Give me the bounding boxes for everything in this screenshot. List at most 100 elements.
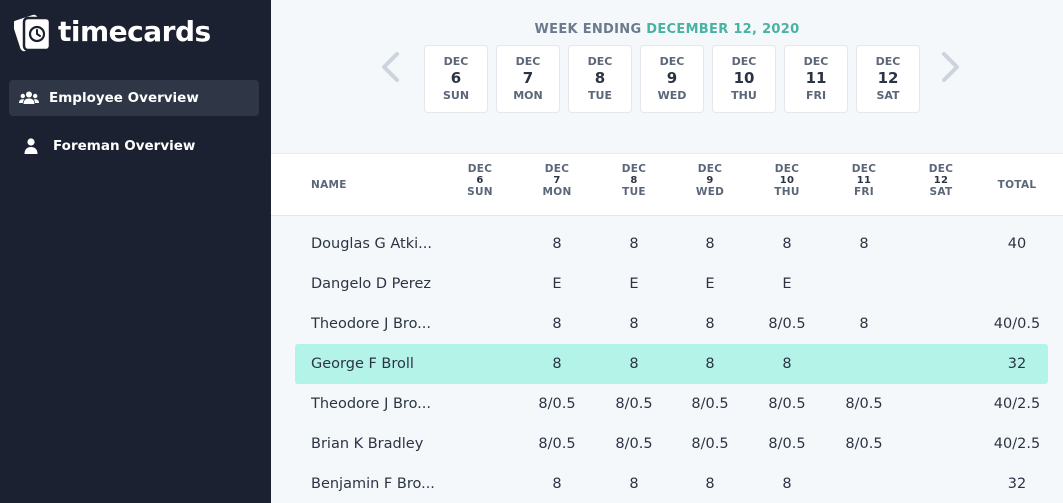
day-card-sat[interactable]: DEC 12 SAT	[856, 45, 920, 113]
day-card-date: 9	[666, 69, 678, 87]
hours-cell-mon[interactable]: 8/0.5	[538, 436, 576, 452]
hours-cell-tue[interactable]: E	[629, 276, 639, 292]
total-cell: 40	[1007, 236, 1027, 252]
hours-cell-sun[interactable]	[440, 224, 520, 264]
hours-cell-wed[interactable]: 8	[705, 316, 715, 332]
hours-cell-mon[interactable]: 8/0.5	[538, 396, 576, 412]
hours-cell-sat[interactable]	[901, 224, 981, 264]
day-card-mon[interactable]: DEC 7 MON	[496, 45, 560, 113]
hours-cell-fri[interactable]: 8	[859, 316, 869, 332]
hours-cell-wed[interactable]: 8	[705, 476, 715, 492]
day-card-date: 8	[594, 69, 606, 87]
column-header-sat: DEC 12 SAT	[911, 163, 971, 198]
hours-cell-mon[interactable]: 8	[552, 476, 562, 492]
hours-cell-sun[interactable]	[440, 464, 520, 503]
hours-cell-sat[interactable]	[901, 384, 981, 424]
day-card-wed[interactable]: DEC 9 WED	[640, 45, 704, 113]
day-card-month: DEC	[731, 55, 757, 68]
day-card-weekday: THU	[731, 89, 757, 102]
hours-cell-fri[interactable]: 8/0.5	[845, 436, 883, 452]
hours-cell-tue[interactable]: 8	[629, 476, 639, 492]
hours-cell-tue[interactable]: 8/0.5	[615, 396, 653, 412]
hours-cell-tue[interactable]: 8	[629, 356, 639, 372]
table-row[interactable]: Dangelo D Perez E E E E	[295, 264, 1048, 304]
week-ending-date: DECEMBER 12, 2020	[646, 22, 800, 37]
hours-cell-tue[interactable]: 8	[629, 236, 639, 252]
hours-cell-thu[interactable]: 8/0.5	[768, 396, 806, 412]
hours-cell-sun[interactable]	[440, 424, 520, 464]
hours-cell-tue[interactable]: 8/0.5	[615, 436, 653, 452]
day-card-fri[interactable]: DEC 11 FRI	[784, 45, 848, 113]
chevron-right-icon	[942, 52, 959, 82]
hours-cell-thu[interactable]: 8	[782, 476, 792, 492]
week-ending-label: WEEK ENDING	[534, 22, 642, 37]
hours-cell-sat[interactable]	[901, 344, 981, 384]
column-header-date: 12	[933, 175, 949, 186]
table-row[interactable]: Benjamin F Bro... 8 8 8 8 32	[295, 464, 1048, 503]
column-header-weekday: TUE	[622, 186, 646, 198]
hours-cell-mon[interactable]: 8	[552, 316, 562, 332]
hours-cell-wed[interactable]: 8	[705, 356, 715, 372]
hours-cell-thu[interactable]: 8	[782, 356, 792, 372]
nav-item-foreman-overview[interactable]: Foreman Overview	[9, 128, 259, 164]
users-icon	[9, 90, 49, 106]
hours-cell-sun[interactable]	[440, 384, 520, 424]
hours-cell-fri[interactable]	[824, 264, 904, 304]
column-header-fri: DEC 11 FRI	[834, 163, 894, 198]
hours-cell-fri[interactable]	[824, 344, 904, 384]
column-header-sun: DEC 6 SUN	[450, 163, 510, 198]
hours-cell-sun[interactable]	[440, 344, 520, 384]
column-header-month: DEC	[774, 163, 800, 175]
table-row[interactable]: Theodore J Bro... 8/0.5 8/0.5 8/0.5 8/0.5 8/0…	[295, 384, 1048, 424]
column-header-month: DEC	[621, 163, 647, 175]
hours-cell-mon[interactable]: 8	[552, 236, 562, 252]
employee-name: Theodore J Bro...	[311, 316, 432, 332]
hours-cell-fri[interactable]: 8/0.5	[845, 396, 883, 412]
hours-cell-fri[interactable]	[824, 464, 904, 503]
next-week-button[interactable]	[938, 52, 962, 82]
hours-cell-wed[interactable]: 8	[705, 236, 715, 252]
table-row[interactable]: George F Broll 8 8 8 8 32	[295, 344, 1048, 384]
hours-cell-sat[interactable]	[901, 424, 981, 464]
hours-cell-wed[interactable]: E	[705, 276, 715, 292]
column-header-wed: DEC 9 WED	[680, 163, 740, 198]
hours-cell-sun[interactable]	[440, 304, 520, 344]
day-card-weekday: SUN	[442, 89, 470, 102]
hours-cell-sat[interactable]	[901, 464, 981, 503]
app-logo[interactable]: timecards	[12, 12, 211, 52]
employee-name: George F Broll	[311, 356, 414, 372]
day-card-month: DEC	[443, 55, 469, 68]
table-row[interactable]: Brian K Bradley 8/0.5 8/0.5 8/0.5 8/0.5 8/0.5…	[295, 424, 1048, 464]
hours-cell-tue[interactable]: 8	[629, 316, 639, 332]
column-header-mon: DEC 7 MON	[527, 163, 587, 198]
previous-week-button[interactable]	[379, 52, 403, 82]
day-card-date: 6	[450, 69, 462, 87]
hours-cell-thu[interactable]: E	[782, 276, 792, 292]
hours-cell-thu[interactable]: 8	[782, 236, 792, 252]
hours-cell-thu[interactable]: 8/0.5	[768, 436, 806, 452]
hours-cell-fri[interactable]: 8	[859, 236, 869, 252]
day-card-sun[interactable]: DEC 6 SUN	[424, 45, 488, 113]
hours-cell-sun[interactable]	[440, 264, 520, 304]
day-card-date: 7	[522, 69, 534, 87]
total-cell: 40/2.5	[993, 396, 1041, 412]
hours-cell-wed[interactable]: 8/0.5	[691, 396, 729, 412]
column-header-date: 8	[630, 175, 638, 186]
day-card-thu[interactable]: DEC 10 THU	[712, 45, 776, 113]
nav-item-employee-overview[interactable]: Employee Overview	[9, 80, 259, 116]
hours-cell-thu[interactable]: 8/0.5	[768, 316, 806, 332]
day-card-tue[interactable]: DEC 8 TUE	[568, 45, 632, 113]
hours-cell-mon[interactable]: 8	[552, 356, 562, 372]
employee-name: Theodore J Bro...	[311, 396, 432, 412]
hours-cell-mon[interactable]: E	[552, 276, 562, 292]
day-card-month: DEC	[803, 55, 829, 68]
table-row[interactable]: Douglas G Atki... 8 8 8 8 8 40	[295, 224, 1048, 264]
day-card-weekday: WED	[657, 89, 687, 102]
hours-cell-sat[interactable]	[901, 264, 981, 304]
day-card-month: DEC	[587, 55, 613, 68]
day-card-month: DEC	[515, 55, 541, 68]
hours-cell-sat[interactable]	[901, 304, 981, 344]
table-row[interactable]: Theodore J Bro... 8 8 8 8/0.5 8 40/0.5	[295, 304, 1048, 344]
column-header-thu: DEC 10 THU	[757, 163, 817, 198]
hours-cell-wed[interactable]: 8/0.5	[691, 436, 729, 452]
